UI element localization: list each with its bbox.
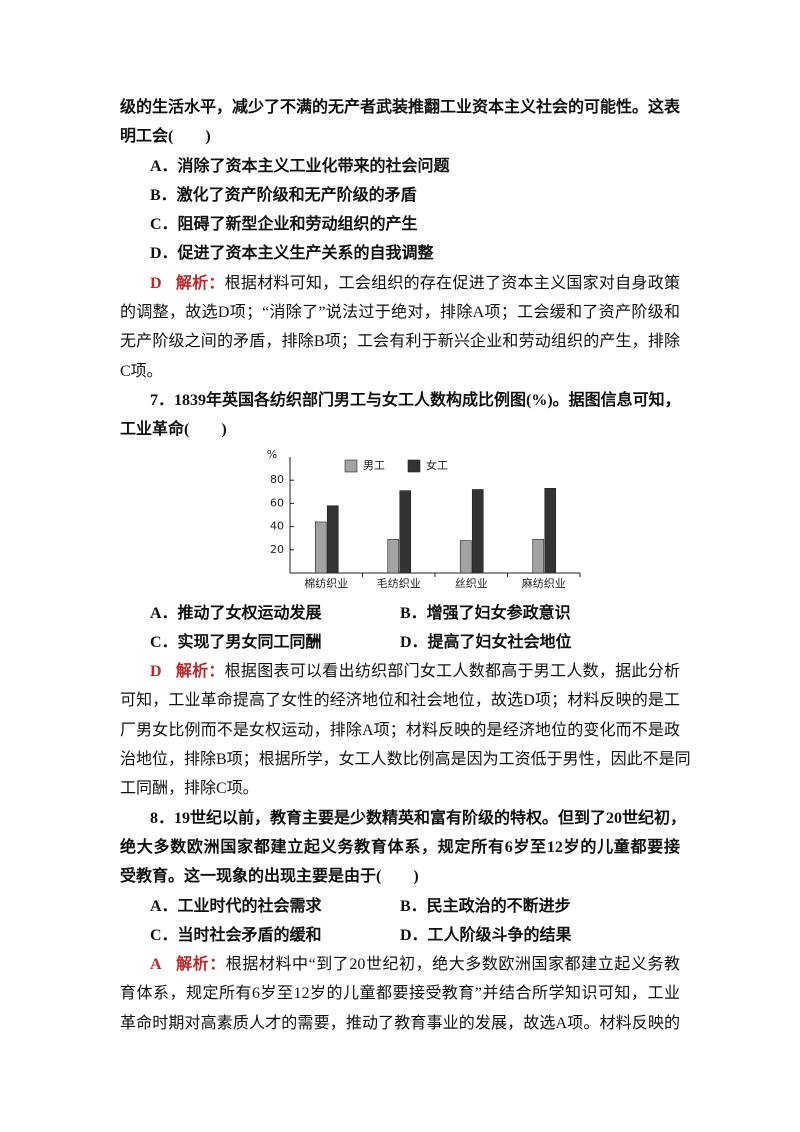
answer-key: D bbox=[150, 663, 162, 681]
answer-text: 革命时期对高素质人才的需要，推动了教育事业的发展，故选A项。材料反映的 bbox=[120, 1014, 680, 1032]
y-tick-label: 60 bbox=[270, 496, 284, 509]
option: C．阻碍了新型企业和劳动组织的产生 bbox=[150, 216, 418, 234]
answer-label: 解析： bbox=[175, 274, 225, 292]
answer-text: 无产阶级之间的矛盾，排除B项；工会有利于新兴企业和劳动组织的产生，排除 bbox=[120, 333, 680, 351]
bar bbox=[532, 538, 545, 573]
option: A．工业时代的社会需求 bbox=[150, 897, 322, 915]
answer-text: 育体系，规定所有6岁至12岁的儿童都要接受教育”并结合所学知识可知，工业 bbox=[120, 985, 680, 1003]
answer-line: 育体系，规定所有6岁至12岁的儿童都要接受教育”并结合所学知识可知，工业 bbox=[120, 979, 680, 1008]
answer-line: 工同酬，排除C项。 bbox=[120, 774, 680, 803]
question-line: 7．1839年英国各纺织部门男工与女工人数构成比例图(%)。据图信息可知， bbox=[150, 391, 681, 409]
chart-container: % 20 40 60 80 棉纺织业 毛纺织业 丝织业 麻纺织业 男工 女工 bbox=[120, 445, 680, 599]
legend-swatch bbox=[407, 459, 421, 472]
bar bbox=[314, 521, 327, 573]
option: D．工人阶级斗争的结果 bbox=[400, 926, 572, 944]
option: D．促进了资本主义生产关系的自我调整 bbox=[150, 245, 434, 263]
option: D．提高了妇女社会地位 bbox=[400, 633, 572, 651]
answer-text: 可知，工业革命提高了女性的经济地位和社会地位，故选D项；材料反映的是工 bbox=[120, 692, 680, 710]
document-body: 级的生活水平，减少了不满的无产者武装推翻工业资本主义社会的可能性。这表 明工会( … bbox=[120, 93, 691, 1038]
answer-line: 治地位，排除B项；根据所学，女工人数比例高是因为工资低于男性，因此不是同 bbox=[120, 745, 691, 774]
y-tick-label: 20 bbox=[270, 542, 284, 555]
bar bbox=[544, 487, 557, 573]
question-line: 级的生活水平，减少了不满的无产者武装推翻工业资本主义社会的可能性。这表 bbox=[120, 99, 681, 116]
bar bbox=[399, 489, 412, 573]
option: A．消除了资本主义工业化带来的社会问题 bbox=[150, 157, 450, 175]
answer-text: 根据材料中“到了20世纪初，绝大多数欧洲国家都建立起义务教 bbox=[225, 956, 680, 974]
chart: % 20 40 60 80 棉纺织业 毛纺织业 丝织业 麻纺织业 男工 女工 bbox=[267, 448, 581, 590]
question-line: 明工会( ) bbox=[120, 128, 211, 146]
option-row: A．工业时代的社会需求 B．民主政治的不断进步 bbox=[120, 892, 680, 921]
answer-text: C项。 bbox=[120, 362, 163, 380]
option-row: C．实现了男女同工同酬 D．提高了妇女社会地位 bbox=[120, 628, 680, 657]
bar bbox=[326, 504, 339, 573]
option: B．增强了妇女参政意识 bbox=[400, 604, 571, 622]
question-line: 绝大多数欧洲国家都建立起义务教育体系，规定所有6岁至12岁的儿童都要接 bbox=[120, 838, 680, 856]
legend-label: 男工 bbox=[363, 459, 385, 472]
answer-text: 根据材料可知，工会组织的存在促进了资本主义国家对自身政策 bbox=[224, 274, 680, 292]
answer-text: 厂男女比例而不是女权运动，排除A项；材料反映的是经济地位的变化而不是政 bbox=[120, 721, 680, 739]
answer-line: 厂男女比例而不是女权运动，排除A项；材料反映的是经济地位的变化而不是政 bbox=[120, 716, 680, 745]
answer-key: D bbox=[150, 274, 162, 292]
option: C．实现了男女同工同酬 bbox=[150, 633, 322, 651]
legend-swatch bbox=[344, 459, 358, 472]
option: A．推动了女权运动发展 bbox=[150, 604, 322, 622]
answer-text: 根据图表可以看出纺织部门女工人数都高于男工人数，据此分析 bbox=[224, 663, 680, 681]
x-tick-label: 丝织业 bbox=[455, 577, 488, 590]
legend-label: 女工 bbox=[426, 458, 448, 472]
option-row: C．当时社会矛盾的缓和 D．工人阶级斗争的结果 bbox=[120, 921, 680, 950]
answer-line: D 解析：根据图表可以看出纺织部门女工人数都高于男工人数，据此分析 bbox=[120, 657, 680, 686]
answer-line: 无产阶级之间的矛盾，排除B项；工会有利于新兴企业和劳动组织的产生，排除 bbox=[120, 327, 680, 356]
answer-label: 解析： bbox=[175, 663, 225, 681]
bar bbox=[459, 539, 472, 573]
answer-line: D 解析：根据材料可知，工会组织的存在促进了资本主义国家对自身政策 bbox=[120, 269, 680, 298]
bar bbox=[387, 538, 400, 573]
option: B．民主政治的不断进步 bbox=[400, 897, 571, 915]
x-tick-label: 麻纺织业 bbox=[522, 576, 566, 590]
bar bbox=[471, 488, 484, 573]
y-axis-label: % bbox=[267, 448, 277, 461]
question-line: 工业革命( ) bbox=[120, 421, 227, 439]
question-line: 受教育。这一现象的出现主要是由于( ) bbox=[120, 868, 419, 886]
answer-label: 解析： bbox=[175, 956, 226, 974]
x-tick-label: 棉纺织业 bbox=[304, 576, 348, 590]
answer-line: 可知，工业革命提高了女性的经济地位和社会地位，故选D项；材料反映的是工 bbox=[120, 686, 680, 715]
answer-text: 的调整，故选D项；“消除了”说法过于绝对，排除A项；工会缓和了资产阶级和 bbox=[120, 304, 680, 322]
answer-line: C项。 bbox=[120, 357, 680, 386]
option-row: A．推动了女权运动发展 B．增强了妇女参政意识 bbox=[120, 599, 680, 628]
answer-text: 工同酬，排除C项。 bbox=[120, 780, 259, 798]
option: B．激化了资产阶级和无产阶级的矛盾 bbox=[150, 186, 417, 204]
answer-line: 革命时期对高素质人才的需要，推动了教育事业的发展，故选A项。材料反映的 bbox=[120, 1009, 680, 1038]
answer-key: A bbox=[150, 956, 162, 974]
answer-line: 的调整，故选D项；“消除了”说法过于绝对，排除A项；工会缓和了资产阶级和 bbox=[120, 298, 680, 327]
x-tick-label: 毛纺织业 bbox=[377, 576, 421, 590]
answer-line: A 解析：根据材料中“到了20世纪初，绝大多数欧洲国家都建立起义务教 bbox=[120, 950, 680, 979]
y-tick-label: 40 bbox=[270, 519, 284, 532]
option: C．当时社会矛盾的缓和 bbox=[150, 926, 322, 944]
answer-text: 治地位，排除B项；根据所学，女工人数比例高是因为工资低于男性，因此不是同 bbox=[120, 751, 691, 769]
question-line: 8．19世纪以前，教育主要是少数精英和富有阶级的特权。但到了20世纪初， bbox=[150, 809, 687, 827]
y-tick-label: 80 bbox=[270, 473, 284, 486]
